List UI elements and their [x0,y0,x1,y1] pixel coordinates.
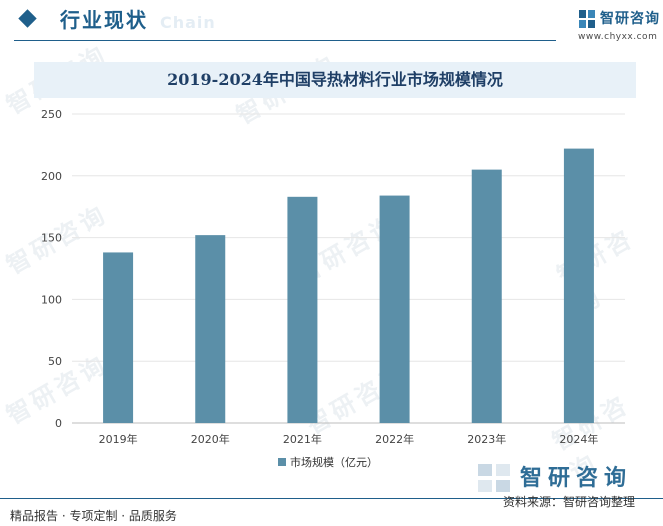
x-tick-label: 2021年 [283,432,322,446]
y-tick-label: 200 [41,170,62,183]
y-tick-label: 100 [41,293,62,306]
chart-title-band: 2019-2024年中国导热材料行业市场规模情况 [34,62,636,98]
y-tick-label: 150 [41,232,62,245]
diamond-icon [18,9,37,28]
bar [195,235,226,423]
footer-tagline: 精品报告 · 专项定制 · 品质服务 [10,509,177,523]
section-ghost-text: Chain [160,13,216,32]
bar-chart: 0 50 100 150 200 250 2019年 2020年 2021年 2022年 2023年… [41,108,625,469]
y-tick-label: 250 [41,108,62,121]
bar [471,169,502,423]
header: Chain 行业现状 智研咨询 www.chyxx.com [0,0,663,44]
y-tick-label: 0 [55,417,62,430]
x-tick-label: 2022年 [375,432,414,446]
x-tick-label: 2024年 [559,432,598,446]
bar [563,148,594,423]
source-note: 资料来源：智研咨询整理 [503,495,636,509]
x-tick-label: 2020年 [191,432,230,446]
header-divider [14,40,556,41]
brand-url: www.chyxx.com [578,32,658,42]
legend-swatch [278,458,286,466]
bar [287,196,318,423]
footer-logo-icon [478,464,510,492]
y-tick-label: 50 [48,355,62,368]
bar [379,195,410,423]
brand-logo-icon [579,10,595,28]
bar [103,252,134,423]
footer-brand: 智研咨询 [520,466,633,491]
x-tick-label: 2023年 [467,432,506,446]
legend-label: 市场规模（亿元） [290,455,378,469]
x-tick-label: 2019年 [99,432,138,446]
footer-divider [0,498,663,499]
brand-name: 智研咨询 [600,11,660,27]
section-title: 行业现状 [60,8,148,32]
chart-title: 2019-2024年中国导热材料行业市场规模情况 [167,70,503,89]
